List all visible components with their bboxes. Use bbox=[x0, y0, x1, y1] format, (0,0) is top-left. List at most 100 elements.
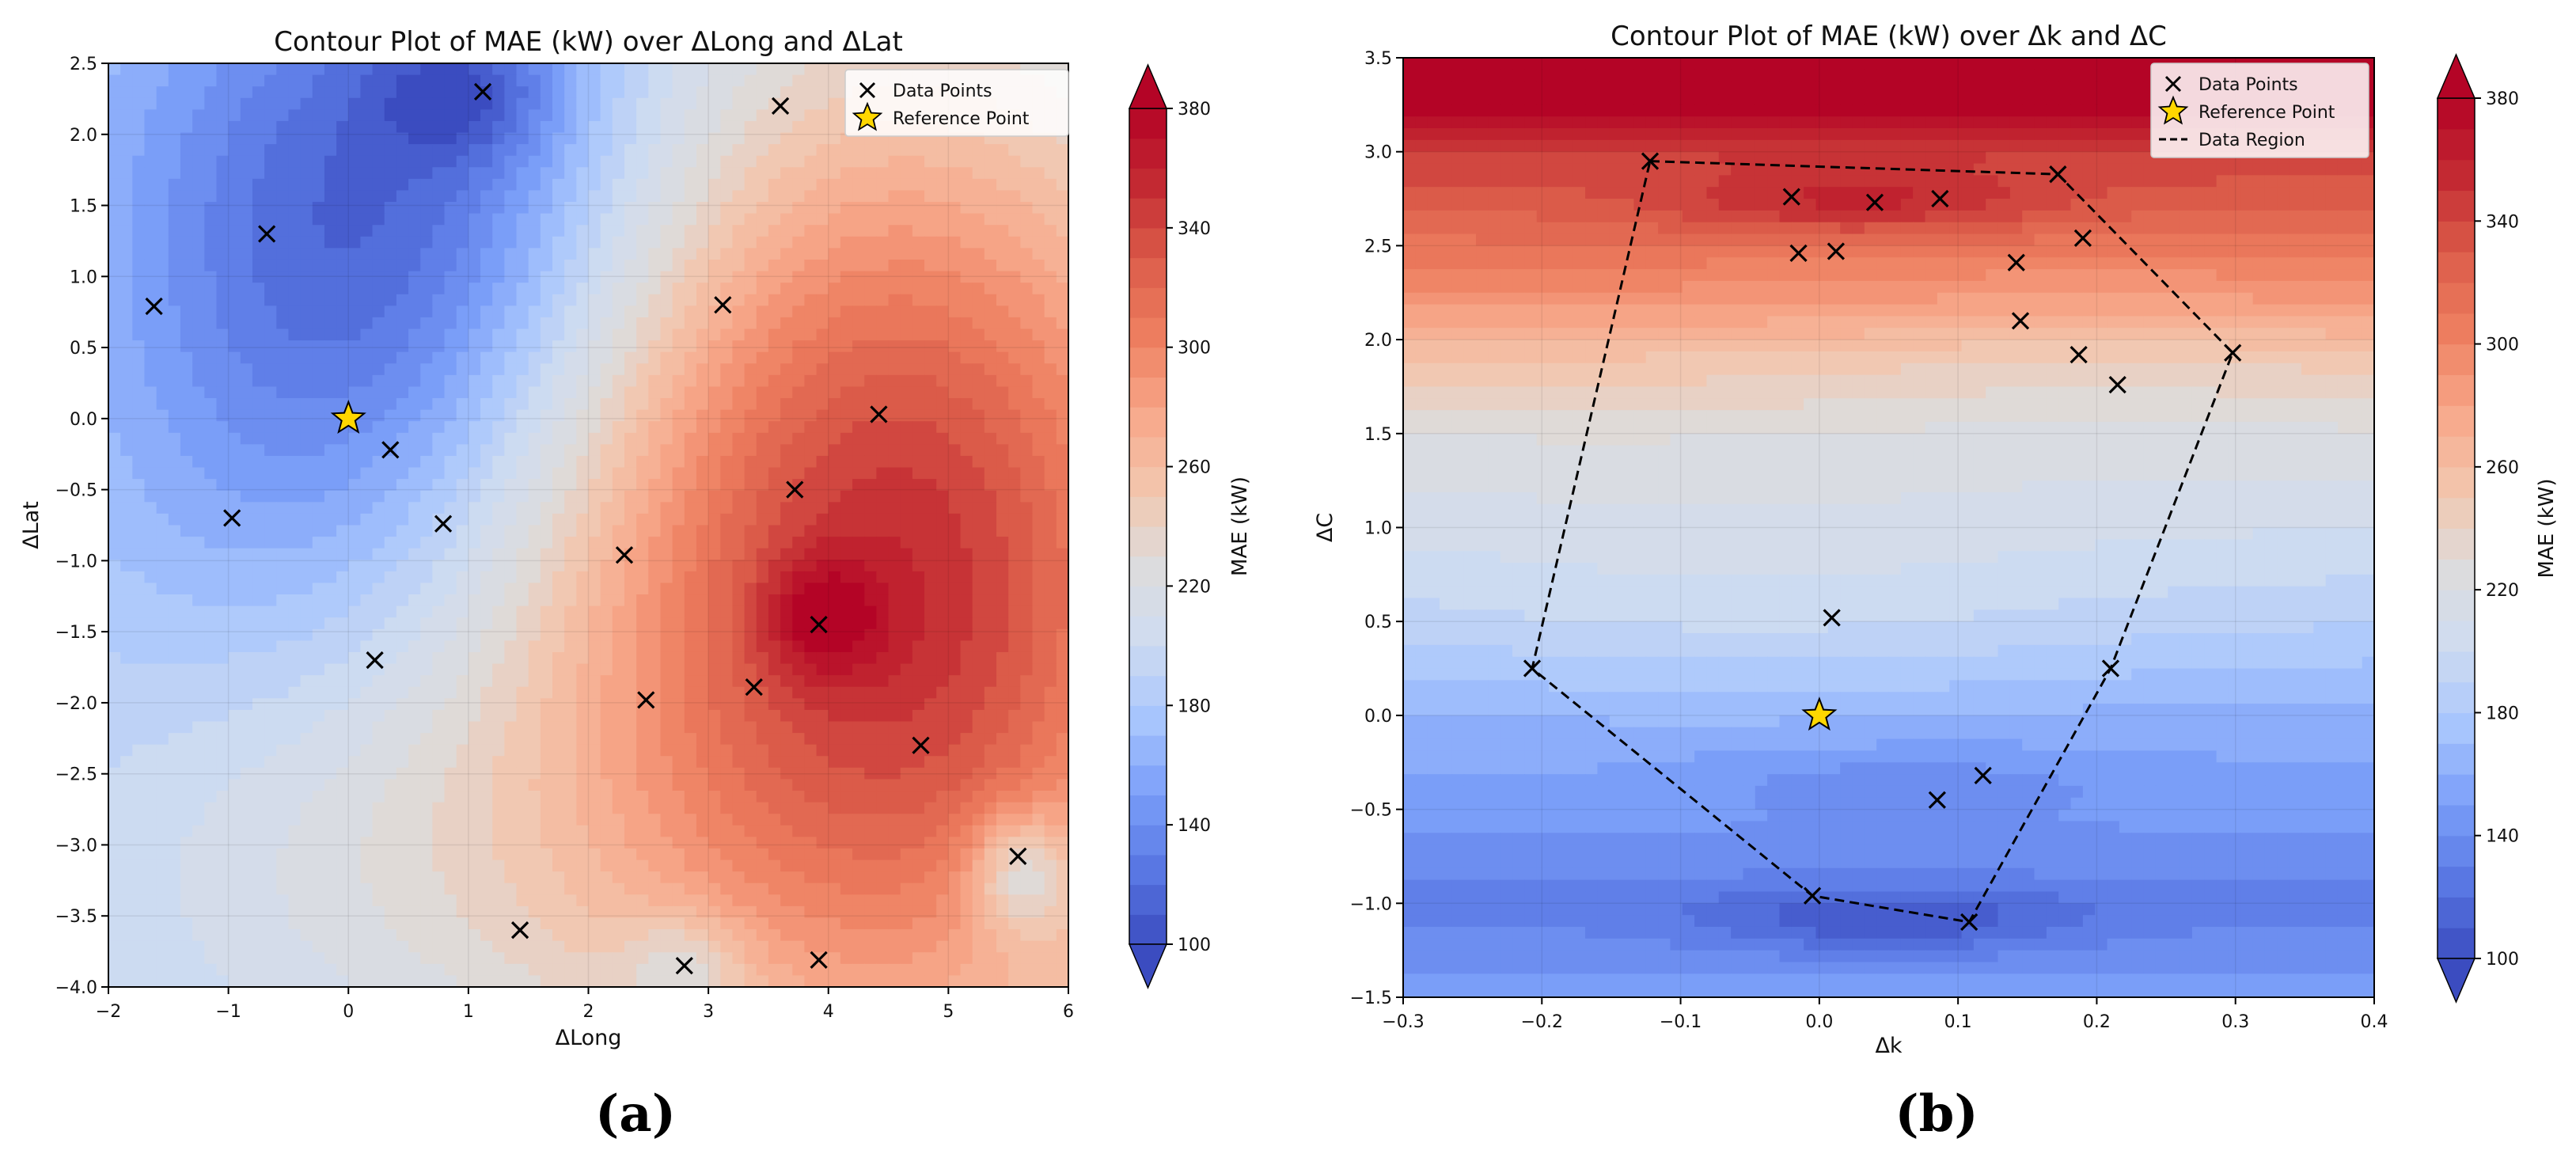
contour-cell bbox=[648, 594, 662, 607]
contour-cell bbox=[696, 733, 709, 746]
contour-cell bbox=[816, 236, 829, 249]
contour-cell bbox=[252, 675, 265, 688]
contour-cell bbox=[840, 686, 853, 699]
contour-cell bbox=[852, 432, 865, 445]
contour-cell bbox=[108, 306, 121, 318]
contour-cell bbox=[396, 663, 409, 676]
contour-cell bbox=[156, 709, 169, 723]
contour-cell bbox=[732, 628, 745, 641]
contour-cell bbox=[456, 548, 469, 560]
contour-cell bbox=[696, 97, 709, 110]
contour-cell bbox=[300, 490, 313, 503]
contour-cell bbox=[636, 306, 649, 318]
contour-cell bbox=[360, 525, 374, 537]
contour-cell bbox=[792, 525, 806, 537]
contour-cell bbox=[288, 663, 302, 676]
contour-cell bbox=[912, 259, 925, 272]
contour-cell bbox=[624, 605, 637, 618]
contour-cell bbox=[300, 120, 313, 134]
contour-cell bbox=[300, 675, 313, 688]
contour-cell bbox=[816, 686, 829, 699]
contour-cell bbox=[960, 340, 973, 353]
contour-cell bbox=[792, 744, 806, 757]
contour-cell bbox=[420, 513, 433, 526]
contour-cell bbox=[252, 698, 265, 711]
contour-cell bbox=[516, 721, 529, 734]
contour-cell bbox=[912, 167, 925, 180]
contour-cell bbox=[300, 548, 313, 560]
contour-cell bbox=[408, 721, 421, 734]
contour-cell bbox=[900, 537, 913, 549]
contour-cell bbox=[672, 767, 685, 780]
contour-cell bbox=[324, 432, 337, 445]
contour-cell bbox=[528, 409, 541, 422]
contour-cell bbox=[192, 340, 205, 353]
contour-cell bbox=[156, 97, 169, 110]
contour-cell bbox=[480, 351, 493, 364]
contour-cell bbox=[888, 605, 901, 618]
contour-cell bbox=[672, 144, 685, 157]
contour-cell bbox=[528, 744, 541, 757]
contour-cell bbox=[804, 363, 818, 376]
contour-cell bbox=[1032, 628, 1045, 641]
contour-cell bbox=[984, 733, 997, 746]
contour-cell bbox=[540, 571, 553, 584]
contour-cell bbox=[792, 698, 806, 711]
contour-cell bbox=[816, 467, 829, 480]
contour-cell bbox=[144, 779, 157, 791]
contour-cell bbox=[480, 779, 493, 791]
contour-cell bbox=[408, 178, 421, 192]
contour-cell bbox=[1044, 525, 1057, 537]
contour-cell bbox=[792, 756, 806, 769]
contour-cell bbox=[936, 144, 949, 157]
contour-cell bbox=[876, 213, 890, 226]
contour-cell bbox=[588, 605, 601, 618]
contour-cell bbox=[360, 398, 374, 411]
contour-cell bbox=[360, 594, 374, 607]
contour-cell bbox=[852, 398, 865, 411]
contour-cell bbox=[420, 398, 433, 411]
contour-cell bbox=[456, 167, 469, 180]
contour-cell bbox=[240, 409, 253, 422]
contour-cell bbox=[456, 537, 469, 549]
contour-cell bbox=[648, 571, 662, 584]
contour-cell bbox=[864, 340, 877, 353]
contour-cell bbox=[348, 455, 362, 469]
contour-cell bbox=[732, 202, 745, 214]
contour-cell bbox=[468, 537, 481, 549]
contour-cell bbox=[408, 675, 421, 688]
contour-cell bbox=[636, 120, 649, 134]
contour-cell bbox=[648, 640, 662, 653]
contour-cell bbox=[432, 283, 446, 295]
contour-cell bbox=[1008, 236, 1021, 249]
contour-cell bbox=[732, 513, 745, 526]
contour-cell bbox=[840, 467, 853, 480]
contour-cell bbox=[768, 721, 781, 734]
contour-cell bbox=[840, 144, 853, 157]
contour-cell bbox=[180, 363, 193, 376]
contour-cell bbox=[960, 248, 973, 260]
contour-cell bbox=[492, 155, 505, 168]
contour-cell bbox=[384, 421, 397, 434]
contour-cell bbox=[1032, 467, 1045, 480]
contour-cell bbox=[288, 537, 302, 549]
contour-cell bbox=[804, 767, 818, 780]
contour-cell bbox=[300, 525, 313, 537]
contour-cell bbox=[132, 132, 146, 145]
contour-cell bbox=[564, 467, 577, 480]
contour-cell bbox=[312, 317, 325, 330]
contour-cell bbox=[540, 409, 553, 422]
contour-cell bbox=[696, 120, 709, 134]
contour-cell bbox=[564, 340, 577, 353]
contour-cell bbox=[492, 109, 505, 122]
contour-cell bbox=[720, 248, 734, 260]
contour-cell bbox=[768, 363, 781, 376]
contour-cell bbox=[480, 628, 493, 641]
contour-cell bbox=[432, 178, 446, 192]
contour-cell bbox=[732, 271, 745, 283]
contour-cell bbox=[600, 444, 613, 457]
contour-cell bbox=[384, 537, 397, 549]
contour-cell bbox=[408, 283, 421, 295]
contour-cell bbox=[612, 502, 625, 514]
contour-cell bbox=[168, 74, 181, 87]
